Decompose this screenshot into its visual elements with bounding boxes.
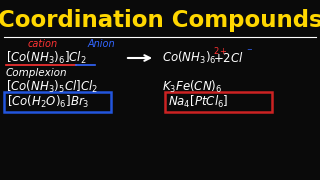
Bar (4, 92, 111, 112)
Text: $[Co(H_2O)_6]Br_3$: $[Co(H_2O)_6]Br_3$ (7, 94, 90, 110)
Text: Anion: Anion (88, 39, 116, 49)
Text: $Co(NH_3)_6$: $Co(NH_3)_6$ (162, 50, 217, 66)
Text: $[Co(NH_3)_5Cl]Cl_2$: $[Co(NH_3)_5Cl]Cl_2$ (6, 79, 98, 95)
Text: $[Co(NH_3)_6]Cl_2$: $[Co(NH_3)_6]Cl_2$ (6, 50, 86, 66)
Text: Coordination Compounds: Coordination Compounds (0, 8, 320, 32)
Text: Complexion: Complexion (6, 68, 68, 78)
Text: cation: cation (28, 39, 58, 49)
Text: $^{-}$: $^{-}$ (246, 47, 253, 57)
Text: $Na_4[PtCl_6]$: $Na_4[PtCl_6]$ (168, 94, 228, 110)
Text: $+ 2Cl$: $+ 2Cl$ (213, 51, 244, 65)
Text: $K_3Fe(CN)_6$: $K_3Fe(CN)_6$ (162, 79, 222, 95)
Text: $2+$: $2+$ (213, 44, 228, 55)
Bar (165, 92, 272, 112)
